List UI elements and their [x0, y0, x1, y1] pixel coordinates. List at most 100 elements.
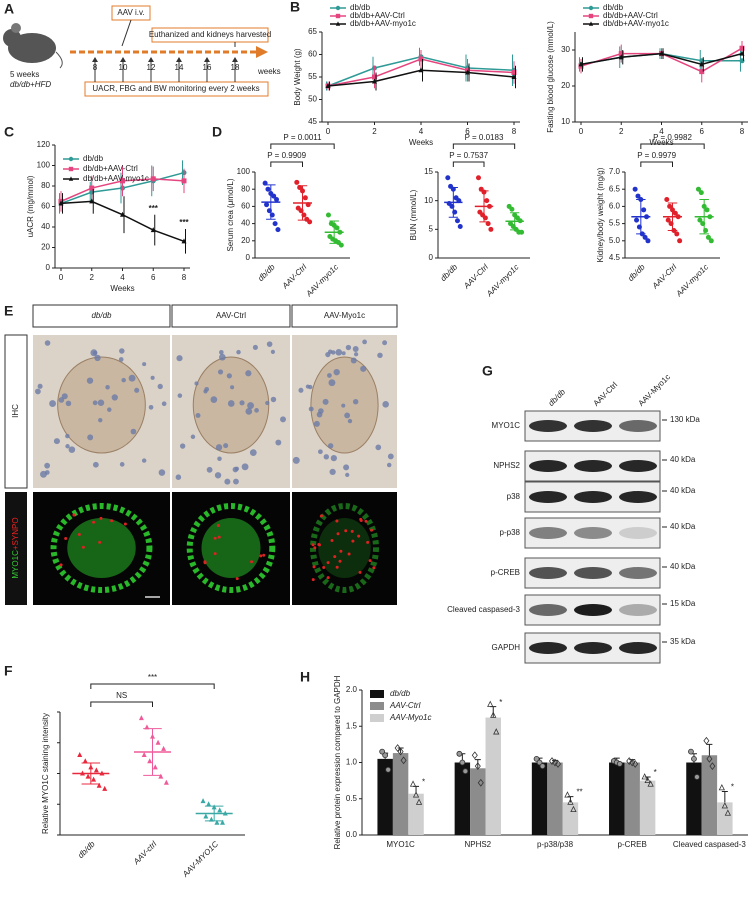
nucleus — [377, 352, 383, 359]
point — [89, 198, 95, 204]
point — [415, 798, 423, 805]
red-signal — [216, 524, 220, 528]
point — [578, 61, 584, 67]
nucleus — [241, 463, 249, 471]
y-tick-label: 45 — [308, 117, 317, 126]
point — [570, 805, 577, 813]
arrow-head — [120, 57, 126, 62]
nucleus — [53, 438, 60, 445]
nucleus — [387, 453, 394, 460]
nucleus — [44, 462, 51, 469]
y-axis-label: BUN (mmol/L) — [409, 189, 418, 240]
y-tick-label: 0.0 — [346, 830, 358, 839]
red-signal — [72, 513, 76, 517]
red-signal — [330, 538, 334, 542]
point — [554, 760, 562, 768]
y-tick-label: 1.0 — [346, 758, 358, 767]
nucleus — [86, 377, 94, 384]
point — [488, 226, 494, 232]
nucleus — [328, 379, 336, 387]
point — [493, 728, 500, 735]
x-tick-label: 6 — [700, 127, 705, 136]
point — [459, 759, 466, 766]
point — [511, 70, 517, 75]
injection-arrow — [121, 19, 132, 47]
point — [325, 212, 331, 218]
schematic: 5 weeks db/db+HFD AAV i.v. Euthanized an… — [3, 5, 281, 97]
green-signal — [186, 503, 276, 593]
band — [529, 604, 567, 616]
red-signal — [311, 578, 315, 582]
y-tick-label: 10 — [424, 196, 433, 205]
legend-label: db/db+AAV-Ctrl — [83, 164, 138, 173]
point — [264, 202, 270, 208]
x-tick-label: AAV-ctrl — [131, 839, 158, 866]
nucleus — [141, 458, 147, 463]
x-tick-label: db/db — [439, 262, 460, 283]
point — [629, 758, 636, 767]
point — [147, 758, 153, 764]
comparison-label: *** — [148, 673, 157, 682]
x-tick-label: AAV-myo1c — [674, 263, 710, 299]
panel-label: A — [4, 1, 14, 17]
nucleus — [343, 464, 350, 471]
point — [271, 193, 277, 199]
point — [659, 50, 664, 56]
legend-marker — [68, 156, 74, 162]
band — [619, 491, 657, 503]
nucleus — [177, 393, 183, 398]
comparison-label: NS — [116, 691, 127, 700]
point — [699, 61, 705, 67]
x-tick-label: 6 — [465, 127, 470, 136]
week-label: 14 — [175, 63, 184, 72]
y-axis-label: uACR (mg/mmol) — [26, 175, 35, 237]
point — [634, 217, 640, 223]
y-tick-label: 50 — [308, 95, 317, 104]
point — [203, 813, 209, 819]
fluorescence-image — [292, 492, 397, 605]
point — [85, 773, 91, 779]
y-tick-label: 40 — [41, 222, 50, 231]
arrow-head — [204, 57, 210, 62]
point — [457, 223, 463, 229]
point — [721, 802, 728, 809]
error-bar — [474, 759, 481, 769]
comparison-bracket — [90, 683, 215, 689]
green-fill — [201, 518, 261, 578]
bar — [717, 802, 733, 835]
mouse-head — [3, 29, 21, 47]
sd-bar — [636, 199, 646, 235]
red-signal — [335, 565, 339, 569]
nucleus — [325, 351, 331, 358]
red-signal — [351, 539, 355, 543]
nucleus — [194, 381, 199, 386]
point — [217, 807, 223, 813]
red-signal — [335, 519, 339, 523]
red-signal — [213, 536, 217, 540]
point — [475, 175, 481, 181]
point — [487, 700, 494, 707]
sd-bar — [81, 762, 101, 785]
nucleus — [239, 400, 245, 406]
nucleus — [175, 474, 182, 480]
point — [616, 761, 623, 767]
point — [694, 774, 700, 780]
point — [77, 752, 83, 758]
nucleus — [92, 400, 98, 406]
point — [385, 766, 392, 773]
y-tick-label: 100 — [37, 161, 51, 170]
y-tick-label: 20 — [241, 236, 250, 245]
red-signal — [370, 528, 374, 532]
red-signal — [313, 546, 317, 550]
nucleus — [68, 446, 76, 453]
bar — [686, 762, 702, 835]
green-fill — [67, 518, 136, 578]
x-tick-label: 0 — [59, 273, 64, 282]
comparison-bracket — [452, 143, 516, 149]
y-axis-label: Body Weight (g) — [293, 48, 302, 106]
x-tick-label: 8 — [740, 127, 745, 136]
point — [274, 197, 280, 203]
panel-label: H — [300, 669, 310, 685]
x-tick-label: db/db — [76, 839, 97, 860]
nucleus — [128, 374, 136, 382]
